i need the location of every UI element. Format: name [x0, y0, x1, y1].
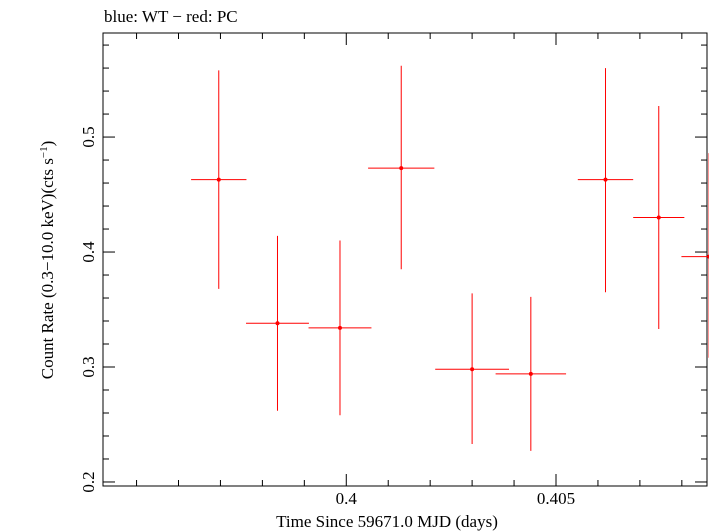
y-tick-label: 0.5 [79, 126, 98, 147]
y-axis-label-main: Count Rate (0.3−10.0 keV)(cts s [38, 158, 57, 379]
data-marker [470, 367, 475, 372]
x-tick-label: 0.405 [537, 489, 575, 508]
y-tick-label: 0.3 [79, 356, 98, 377]
data-point [577, 68, 634, 293]
data-point [308, 240, 372, 416]
data-marker [399, 166, 404, 171]
y-tick-label: 0.4 [79, 241, 98, 263]
y-axis-label: Count Rate (0.3−10.0 keV)(cts s−1) [38, 141, 57, 380]
data-point [681, 153, 709, 358]
axis-ticks [103, 33, 707, 486]
data-series [191, 65, 709, 451]
plot-frame [102, 32, 708, 487]
data-point [368, 65, 435, 270]
y-axis-label-end: ) [38, 141, 57, 147]
x-axis-label: Time Since 59671.0 MJD (days) [276, 512, 498, 531]
data-marker [528, 371, 533, 376]
x-tick-label: 0.4 [336, 489, 358, 508]
data-marker [275, 321, 280, 326]
data-point [495, 296, 567, 451]
tick-labels: 0.4 0.405 0.2 0.3 0.4 0.5 [79, 126, 575, 508]
data-marker [337, 325, 342, 330]
data-point [191, 70, 247, 289]
data-point [633, 106, 685, 330]
data-marker [656, 215, 661, 220]
data-marker [603, 177, 608, 182]
y-tick-label: 0.2 [79, 471, 98, 492]
data-point [246, 235, 309, 411]
data-marker [216, 177, 221, 182]
chart-title: blue: WT − red: PC [104, 7, 238, 26]
y-axis-label-superscript: −1 [38, 146, 50, 158]
data-point [435, 293, 510, 445]
